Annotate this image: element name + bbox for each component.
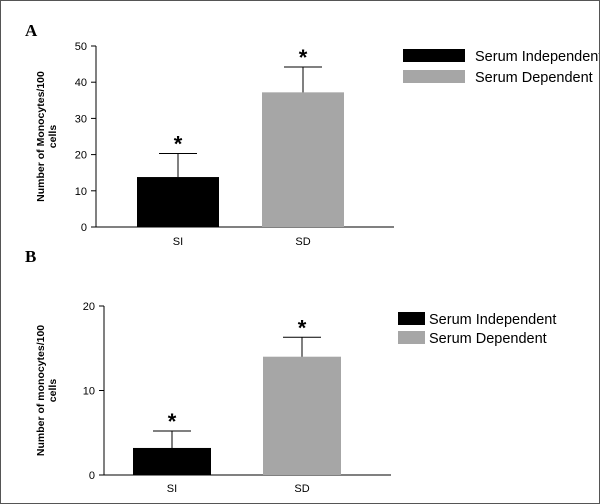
panel-a-y-tick-label: 50 (75, 41, 87, 53)
panel-b-x-tick-label-si: SI (167, 483, 177, 495)
panel-b-x-tick-label-sd: SD (294, 483, 309, 495)
panel-label-b: B (25, 247, 37, 266)
panel-a-y-tick-label: 40 (75, 77, 87, 89)
panel-a-y-tick-label: 20 (75, 150, 87, 162)
panel-b-y-tick-label: 10 (83, 386, 95, 398)
panel-b-bar-sd (263, 356, 341, 475)
panel-a-legend-label: Serum Independent (475, 49, 599, 65)
panel-a-y-tick-label: 0 (81, 222, 87, 234)
panel-a-legend-swatch-serum-independent (403, 49, 465, 62)
panel-b-legend-swatch-serum-dependent (398, 331, 425, 344)
panel-a-y-tick-label: 10 (75, 186, 87, 198)
panel-a-legend-swatch-serum-dependent (403, 70, 465, 83)
panel-b-y-tick-label: 0 (89, 470, 95, 482)
panel-a-x-tick-label-sd: SD (295, 236, 310, 248)
panel-a-y-tick-label: 30 (75, 113, 87, 125)
panel-a-bar-si (137, 177, 219, 227)
panel-a-x-tick-label-si: SI (173, 236, 183, 248)
panel-b-legend-label: Serum Dependent (429, 331, 547, 347)
panel-label-a: A (25, 21, 38, 40)
panel-b-legend-swatch-serum-independent (398, 312, 425, 325)
panel-b-bar-si (133, 447, 211, 475)
panel-a-significance-asterisk: * (174, 132, 183, 157)
panel-a-significance-asterisk: * (299, 45, 308, 70)
panel-b-significance-asterisk: * (298, 315, 307, 340)
panel-a-bar-sd (262, 92, 344, 227)
panel-a-y-axis-title: Number of Monocytes/100cells (35, 71, 59, 202)
panel-b-legend-label: Serum Independent (429, 312, 556, 328)
panel-b-significance-asterisk: * (168, 409, 177, 434)
panel-a-legend-label: Serum Dependent (475, 70, 593, 86)
panel-b-y-tick-label: 20 (83, 301, 95, 313)
panel-b-y-axis-title: Number of monocytes/100cells (35, 325, 59, 456)
